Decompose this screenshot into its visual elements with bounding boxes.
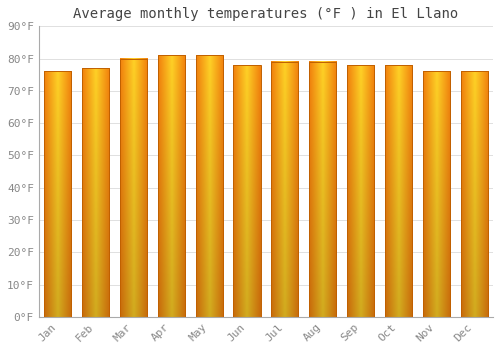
Bar bbox=[422, 71, 450, 317]
Bar bbox=[309, 62, 336, 317]
Bar bbox=[234, 65, 260, 317]
Bar bbox=[460, 71, 488, 317]
Bar bbox=[347, 65, 374, 317]
Bar bbox=[82, 68, 109, 317]
Bar bbox=[158, 55, 185, 317]
Bar bbox=[120, 58, 147, 317]
Bar bbox=[196, 55, 223, 317]
Bar bbox=[44, 71, 72, 317]
Bar bbox=[385, 65, 412, 317]
Title: Average monthly temperatures (°F ) in El Llano: Average monthly temperatures (°F ) in El… bbox=[74, 7, 458, 21]
Bar bbox=[271, 62, 298, 317]
